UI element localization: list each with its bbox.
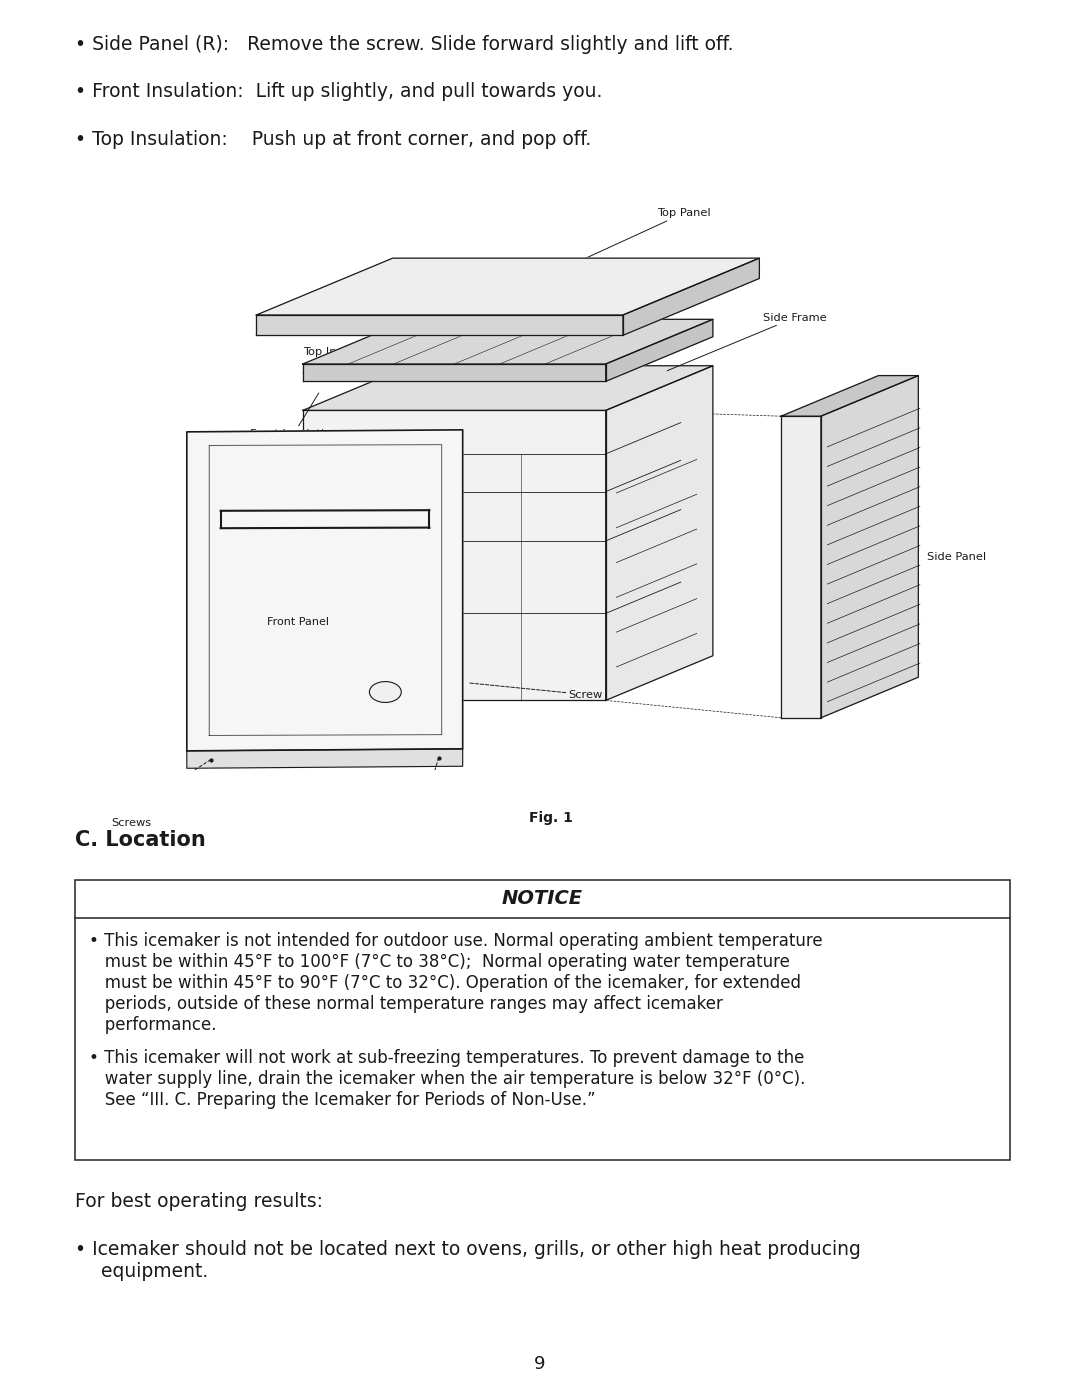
Text: C. Location: C. Location [75, 830, 206, 849]
Text: For best operating results:: For best operating results: [75, 1192, 323, 1211]
Polygon shape [187, 430, 462, 750]
Text: Top Panel: Top Panel [440, 208, 711, 326]
Text: Screw: Screw [470, 683, 603, 700]
Text: must be within 45°F to 100°F (7°C to 38°C);  Normal operating water temperature: must be within 45°F to 100°F (7°C to 38°… [89, 953, 789, 971]
Polygon shape [302, 411, 606, 700]
Circle shape [369, 682, 402, 703]
Text: • Front Insulation:  Lift up slightly, and pull towards you.: • Front Insulation: Lift up slightly, an… [75, 82, 603, 101]
Text: 9: 9 [535, 1355, 545, 1373]
Polygon shape [302, 366, 713, 411]
Polygon shape [302, 365, 606, 381]
Polygon shape [256, 258, 759, 314]
Text: must be within 45°F to 90°F (7°C to 32°C). Operation of the icemaker, for extend: must be within 45°F to 90°F (7°C to 32°C… [89, 974, 801, 992]
Text: NOTICE: NOTICE [502, 890, 583, 908]
Text: Front Panel: Front Panel [267, 617, 328, 627]
Polygon shape [302, 320, 713, 365]
Text: performance.: performance. [89, 1016, 216, 1034]
Polygon shape [606, 366, 713, 700]
Polygon shape [821, 376, 918, 718]
Bar [75, 880, 1010, 1160]
Polygon shape [623, 258, 759, 335]
Text: • This icemaker will not work at sub-freezing temperatures. To prevent damage to: • This icemaker will not work at sub-fre… [89, 1049, 805, 1067]
Polygon shape [606, 320, 713, 381]
Text: equipment.: equipment. [89, 1261, 208, 1281]
Text: water supply line, drain the icemaker when the air temperature is below 32°F (0°: water supply line, drain the icemaker wh… [89, 1070, 806, 1088]
Text: See “III. C. Preparing the Icemaker for Periods of Non-Use.”: See “III. C. Preparing the Icemaker for … [89, 1091, 596, 1109]
Text: • This icemaker is not intended for outdoor use. Normal operating ambient temper: • This icemaker is not intended for outd… [89, 932, 823, 950]
Text: Side Panel: Side Panel [927, 552, 986, 562]
Text: • Top Insulation:    Push up at front corner, and pop off.: • Top Insulation: Push up at front corne… [75, 130, 591, 149]
Text: Top Insulation: Top Insulation [302, 348, 381, 373]
Polygon shape [781, 376, 918, 416]
Text: Fig. 1: Fig. 1 [529, 810, 572, 824]
Text: periods, outside of these normal temperature ranges may affect icemaker: periods, outside of these normal tempera… [89, 995, 723, 1013]
Text: Side Frame: Side Frame [667, 313, 827, 370]
Text: • Icemaker should not be located next to ovens, grills, or other high heat produ: • Icemaker should not be located next to… [75, 1241, 861, 1259]
Polygon shape [781, 416, 821, 718]
Text: Screws: Screws [111, 817, 151, 827]
Text: Front Insulation: Front Insulation [249, 393, 338, 439]
Polygon shape [187, 749, 462, 768]
Polygon shape [256, 314, 623, 335]
Text: • Side Panel (R):   Remove the screw. Slide forward slightly and lift off.: • Side Panel (R): Remove the screw. Slid… [75, 35, 733, 54]
